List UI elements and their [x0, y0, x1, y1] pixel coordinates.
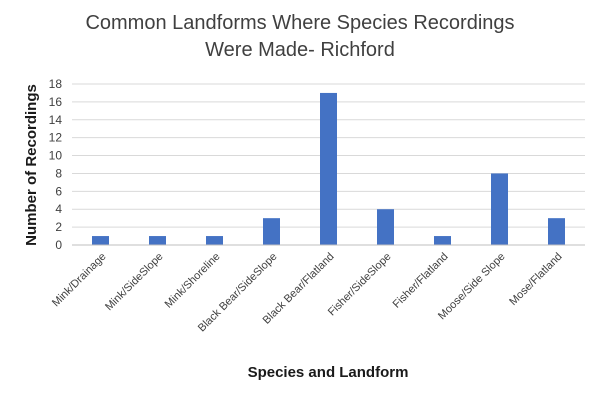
- bar: [491, 173, 508, 245]
- bar: [434, 236, 451, 245]
- y-tick-label: 8: [55, 166, 62, 180]
- bar: [377, 209, 394, 245]
- bar: [92, 236, 109, 245]
- y-tick-label: 12: [49, 131, 63, 145]
- chart-title-line-2: Were Made- Richford: [205, 39, 395, 61]
- y-tick-label: 2: [55, 220, 62, 234]
- x-axis-title: Species and Landform: [248, 364, 409, 381]
- y-tick-label: 16: [49, 95, 63, 109]
- x-category-labels: Mink/DrainageMink/SideSlopeMink/Shorelin…: [50, 251, 565, 335]
- y-tick-label: 4: [55, 202, 62, 216]
- y-tick-labels: 0 2 4 6 8 10 12 14 16 18: [49, 77, 63, 252]
- bar: [548, 218, 565, 245]
- x-category-label: Mink/Drainage: [50, 251, 109, 310]
- x-category-label: Fisher/Flatland: [391, 251, 451, 311]
- y-axis-title: Number of Recordings: [23, 84, 40, 246]
- bar: [263, 218, 280, 245]
- bar: [320, 92, 337, 245]
- y-tick-label: 18: [49, 77, 63, 91]
- y-tick-label: 10: [49, 149, 63, 163]
- y-tick-label: 0: [55, 238, 62, 252]
- y-tick-label: 14: [49, 113, 63, 127]
- bar: [206, 236, 223, 245]
- x-category-label: Mink/Shoreline: [163, 251, 223, 311]
- x-category-label: Mink/SideSlope: [103, 251, 166, 314]
- x-category-label: Mose/Flatland: [507, 251, 564, 308]
- bar: [149, 236, 166, 245]
- y-tick-label: 6: [55, 184, 62, 198]
- chart-title-line-1: Common Landforms Where Species Recording…: [85, 12, 514, 34]
- bars: [92, 92, 565, 245]
- x-category-label: Fisher/SideSlope: [326, 251, 394, 319]
